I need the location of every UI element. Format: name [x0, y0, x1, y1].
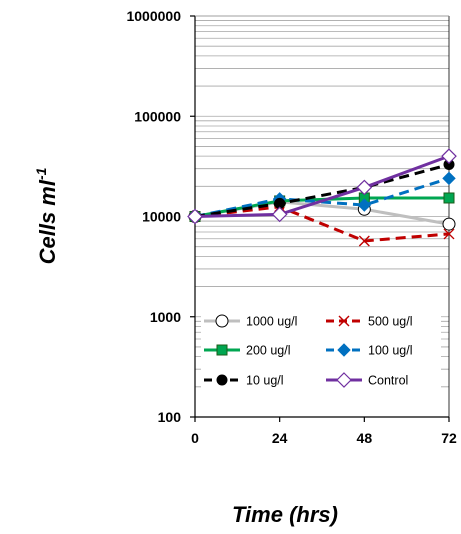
- data-point: [216, 374, 228, 386]
- y-axis-title-superscript: -1: [33, 167, 49, 180]
- data-point: [357, 198, 372, 212]
- data-point: [442, 171, 456, 186]
- series-line: [194, 205, 450, 243]
- data-point: [441, 148, 457, 164]
- legend-entry: 10 ug/l: [204, 374, 284, 388]
- legend-entry: 100 ug/l: [326, 343, 412, 358]
- x-axis-ticks: 0 24 48 72: [191, 417, 457, 446]
- data-point: [187, 208, 203, 225]
- series-layer: [187, 148, 457, 247]
- data-point: [443, 192, 455, 204]
- legend-label: Control: [368, 374, 408, 388]
- data-point: [358, 235, 370, 247]
- series-line: [194, 154, 450, 218]
- y-tick-label: 100000: [134, 108, 181, 124]
- x-tick-label: 72: [441, 430, 457, 446]
- x-tick-label: 48: [357, 430, 373, 446]
- data-point: [215, 314, 229, 328]
- data-point: [336, 372, 352, 388]
- y-tick-label: 1000000: [126, 8, 181, 24]
- data-point: [442, 217, 456, 231]
- data-point: [338, 315, 350, 327]
- legend: 1000 ug/l 500 ug/l 200 ug/l 100 ug/l 10 ug/l…: [201, 306, 441, 396]
- x-tick-label: 24: [272, 430, 288, 446]
- series-control: [187, 148, 457, 225]
- y-axis-title: Cells ml-1: [33, 167, 60, 264]
- legend-entry: 200 ug/l: [204, 344, 290, 358]
- y-tick-label: 10000: [142, 209, 181, 225]
- data-point: [337, 343, 351, 357]
- legend-label: 200 ug/l: [246, 344, 290, 358]
- series-line: [194, 163, 450, 218]
- data-point: [356, 179, 373, 196]
- data-point: [443, 228, 455, 240]
- legend-label: 10 ug/l: [246, 374, 284, 388]
- y-tick-label: 100: [158, 409, 182, 425]
- x-axis-title: Time (hrs): [232, 502, 338, 527]
- legend-box: [201, 306, 441, 396]
- legend-entry: 500 ug/l: [326, 315, 412, 329]
- data-point: [216, 344, 228, 356]
- legend-label: 100 ug/l: [368, 344, 412, 358]
- legend-entry: 1000 ug/l: [204, 314, 297, 329]
- data-point: [271, 206, 288, 223]
- x-tick-label: 0: [191, 430, 199, 446]
- legend-label: 1000 ug/l: [246, 315, 297, 329]
- y-tick-label: 1000: [150, 309, 181, 325]
- legend-entry: Control: [326, 372, 408, 388]
- y-axis-ticks: 100 1000 10000 100000 1000000: [126, 8, 195, 425]
- legend-label: 500 ug/l: [368, 315, 412, 329]
